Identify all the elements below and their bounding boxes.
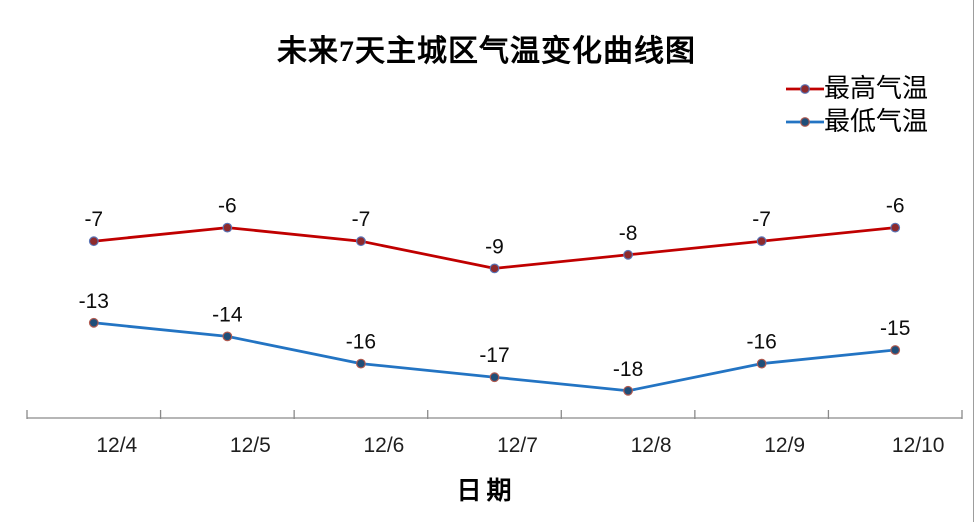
data-label-max: -9 bbox=[485, 235, 504, 258]
data-label-min: -13 bbox=[79, 290, 109, 313]
data-point-min bbox=[222, 331, 233, 342]
data-label-max: -6 bbox=[886, 195, 905, 218]
data-point-min bbox=[356, 358, 366, 369]
legend: 最高气温 最低气温 bbox=[786, 72, 928, 138]
data-label-min: -16 bbox=[746, 331, 776, 354]
data-point-max bbox=[489, 263, 500, 274]
right-border-line bbox=[973, 0, 974, 522]
data-label-min: -18 bbox=[613, 358, 643, 381]
data-point-min bbox=[756, 358, 767, 369]
data-point-min bbox=[88, 317, 99, 328]
data-label-max: -8 bbox=[619, 222, 638, 245]
legend-label-max-temp: 最高气温 bbox=[824, 74, 929, 103]
legend-item-max-temp[interactable]: 最高气温 bbox=[786, 72, 928, 105]
data-label-max: -7 bbox=[84, 208, 103, 231]
x-tick-label: 12/7 bbox=[497, 434, 538, 457]
data-label-min: -16 bbox=[346, 331, 376, 354]
x-axis-title: 日期 bbox=[456, 478, 517, 505]
legend-label-min-temp: 最低气温 bbox=[824, 107, 929, 136]
legend-line-marker-min-icon bbox=[786, 116, 824, 127]
data-point-max bbox=[756, 236, 767, 247]
x-tick-label: 12/6 bbox=[363, 434, 404, 457]
data-point-min bbox=[623, 385, 633, 396]
data-label-min: -14 bbox=[212, 303, 243, 326]
data-label-max: -7 bbox=[752, 208, 771, 231]
x-tick-label: 12/8 bbox=[631, 434, 672, 457]
data-point-max bbox=[222, 222, 233, 233]
x-tick-label: 12/9 bbox=[764, 434, 805, 457]
data-point-max bbox=[890, 222, 901, 233]
legend-line-marker-max-icon bbox=[786, 83, 824, 94]
data-label-min: -15 bbox=[880, 317, 910, 340]
data-point-max bbox=[356, 236, 366, 247]
data-point-min bbox=[890, 345, 901, 355]
data-point-min bbox=[489, 372, 500, 383]
x-tick-label: 12/4 bbox=[96, 434, 137, 457]
chart-title: 未来7天主城区气温变化曲线图 bbox=[277, 35, 696, 68]
legend-item-min-temp[interactable]: 最低气温 bbox=[786, 105, 928, 138]
x-tick-label: 12/5 bbox=[230, 434, 271, 457]
data-label-max: -7 bbox=[352, 208, 371, 231]
data-label-max: -6 bbox=[218, 195, 237, 218]
x-tick-label: 12/10 bbox=[892, 434, 945, 457]
data-point-max bbox=[623, 249, 633, 260]
data-point-max bbox=[88, 236, 99, 247]
data-label-min: -17 bbox=[479, 344, 509, 367]
